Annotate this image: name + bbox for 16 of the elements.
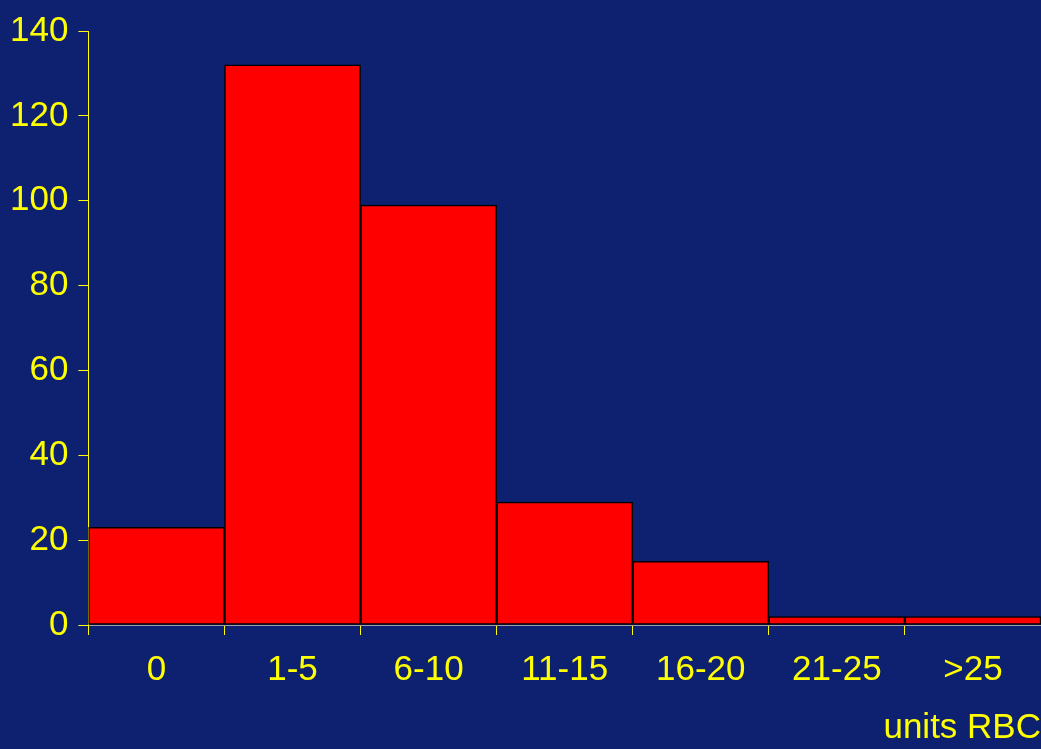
y-tick-label: 140: [9, 8, 69, 48]
y-tick-label: 80: [29, 263, 69, 303]
y-tick-label: 40: [29, 432, 69, 472]
y-tick-label: 0: [48, 602, 69, 642]
y-tick-label: 60: [29, 348, 69, 388]
y-tick-label: 120: [9, 93, 69, 133]
x-axis-title: units RBC: [883, 705, 1041, 745]
x-tick-label: 1-5: [267, 647, 318, 687]
x-tick-label: 11-15: [521, 647, 609, 687]
x-tick-label: >25: [943, 647, 1003, 687]
x-tick-label: 6-10: [393, 647, 464, 687]
y-tick-label: 100: [9, 178, 69, 218]
x-tick-label: 21-25: [792, 647, 882, 687]
x-tick-label: 0: [146, 647, 167, 687]
x-tick-label: 16-20: [656, 647, 746, 687]
y-tick-label: 20: [29, 517, 69, 557]
